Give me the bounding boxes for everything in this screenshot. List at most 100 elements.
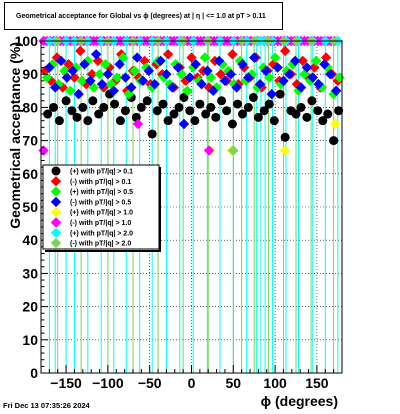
y-tick-label: 50	[22, 199, 38, 215]
data-point	[258, 62, 269, 73]
y-tick-label: 0	[30, 365, 38, 381]
data-point	[55, 55, 67, 67]
data-point	[334, 106, 344, 116]
data-point	[149, 78, 160, 90]
data-point	[186, 52, 197, 63]
data-point	[129, 65, 140, 77]
data-point	[142, 96, 152, 106]
data-point	[120, 72, 131, 83]
data-point	[80, 78, 92, 90]
data-point	[279, 145, 291, 156]
y-tick-label: 40	[22, 232, 38, 248]
data-point	[289, 55, 301, 67]
data-point	[50, 196, 62, 208]
legend-label: (+) with pT/|q| > 2.0	[70, 230, 133, 237]
data-point	[172, 62, 184, 73]
data-point	[44, 62, 55, 73]
data-point	[313, 78, 324, 90]
data-point	[275, 89, 285, 99]
data-point	[185, 106, 195, 116]
data-point	[320, 52, 332, 63]
data-point	[85, 75, 96, 87]
data-point	[219, 75, 231, 87]
data-point	[228, 78, 240, 90]
data-point	[266, 88, 277, 100]
data-point	[243, 72, 254, 83]
data-point	[155, 55, 166, 67]
chart-title-box: Geometrical acceptance for Global vs ϕ (…	[4, 2, 283, 30]
x-tick-label: 100	[263, 375, 287, 391]
markers	[38, 35, 345, 156]
data-point	[182, 85, 193, 96]
data-point	[38, 145, 49, 156]
data-point	[225, 69, 236, 80]
data-point	[88, 82, 99, 93]
footer-timestamp: Fri Dec 13 07:35:26 2024	[3, 401, 90, 410]
data-point	[222, 106, 232, 116]
legend-label: (-) with pT/|q| > 0.5	[70, 199, 131, 206]
legend-label: (+) with pT/|q| > 1.0	[70, 210, 133, 217]
data-point	[307, 72, 318, 83]
data-point	[254, 78, 266, 90]
legend-label: (-) with pT/|q| > 1.0	[70, 220, 131, 227]
data-point	[70, 62, 82, 73]
data-point	[313, 106, 323, 116]
data-point	[243, 102, 253, 112]
data-point	[120, 106, 130, 116]
y-tick-label: 70	[22, 133, 38, 149]
y-axis-label: Geometrical acceptance (%)	[7, 42, 23, 229]
data-point	[100, 59, 111, 70]
data-point	[323, 109, 333, 119]
y-tick-label: 30	[22, 265, 38, 281]
data-point	[50, 237, 62, 249]
data-point	[88, 96, 98, 106]
data-point	[234, 55, 246, 67]
data-point	[164, 78, 175, 90]
data-point	[195, 99, 205, 109]
data-point	[79, 59, 90, 70]
data-point	[196, 78, 207, 90]
data-point	[203, 145, 215, 156]
chart-title: Geometrical acceptance for Global vs ϕ (…	[16, 13, 266, 20]
data-point	[264, 99, 274, 109]
y-tick-label: 20	[22, 299, 38, 315]
data-point	[318, 116, 328, 126]
data-point	[179, 92, 189, 102]
data-point	[301, 62, 313, 73]
data-point	[190, 59, 201, 70]
data-point	[117, 52, 129, 63]
data-point	[90, 49, 102, 60]
y-tick-label: 60	[22, 166, 38, 182]
y-tick-label: 80	[22, 99, 38, 115]
data-point	[291, 109, 301, 119]
data-point	[111, 72, 123, 83]
data-point	[328, 88, 339, 100]
data-point	[49, 102, 59, 112]
data-point	[72, 112, 82, 122]
data-point	[227, 49, 238, 60]
data-point	[232, 99, 242, 109]
data-point	[43, 109, 53, 119]
data-point	[295, 82, 307, 93]
data-point	[41, 72, 53, 83]
data-point	[307, 96, 317, 106]
x-axis-label: ϕ (degrees)	[261, 393, 338, 409]
data-point	[202, 65, 213, 77]
data-point	[253, 112, 263, 122]
data-point	[280, 132, 290, 142]
data-point	[108, 85, 119, 96]
data-point	[102, 69, 114, 80]
data-point	[126, 82, 137, 93]
data-point	[106, 78, 117, 90]
x-tick-label: −50	[138, 375, 162, 391]
data-point	[217, 96, 227, 106]
data-point	[50, 227, 62, 238]
data-point	[269, 52, 281, 63]
data-point	[65, 85, 76, 96]
data-point	[110, 99, 120, 109]
data-point	[161, 69, 172, 80]
legend-label: (+) with pT/|q| > 0.1	[70, 169, 133, 176]
data-point	[162, 49, 174, 60]
data-point	[206, 102, 216, 112]
